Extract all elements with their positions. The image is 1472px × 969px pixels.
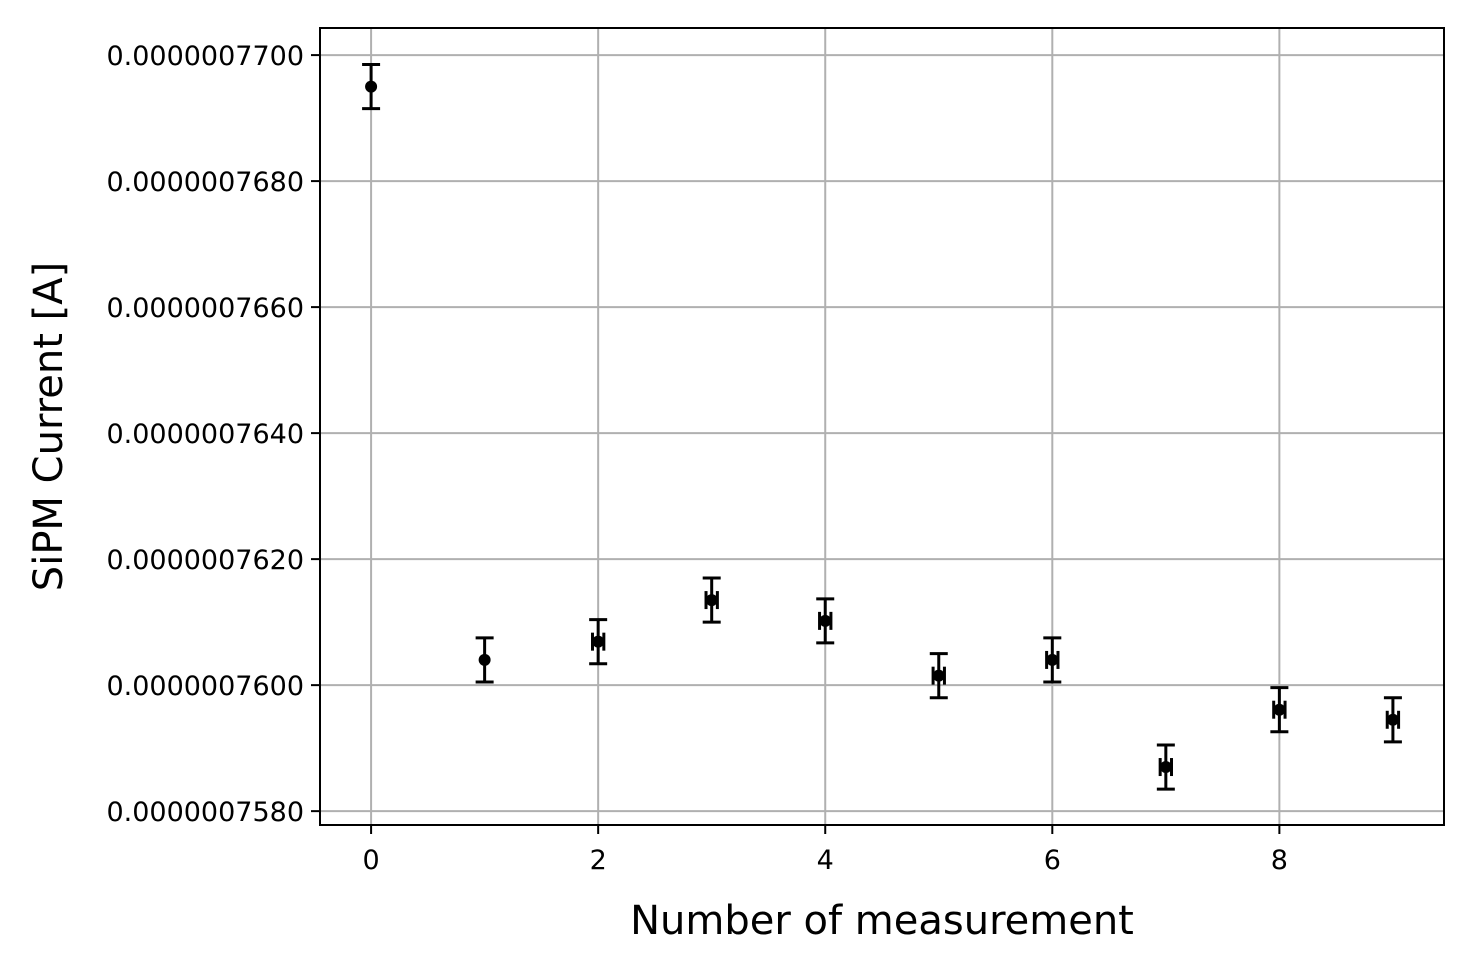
data-point — [1273, 703, 1286, 716]
data-point-group — [929, 652, 948, 700]
x-axis-ticks: 0 2 4 6 8 — [362, 825, 1288, 876]
y-tick-label: 0.0000007700 — [106, 41, 304, 72]
data-point-group — [1270, 686, 1289, 734]
data-point-group — [1383, 696, 1402, 744]
data-point — [478, 653, 491, 666]
y-tick-label: 0.0000007660 — [106, 293, 304, 324]
y-tick-label: 0.0000007600 — [106, 671, 304, 702]
data-point-group — [589, 618, 608, 666]
grid-lines — [320, 28, 1444, 825]
data-point-group — [816, 597, 835, 645]
plot-area-frame — [319, 27, 1445, 826]
data-point — [1046, 653, 1059, 666]
x-tick-label: 0 — [362, 845, 379, 876]
y-tick-label: 0.0000007680 — [106, 167, 304, 198]
data-point-group — [362, 63, 381, 111]
data-point — [932, 669, 945, 682]
data-point-group — [1043, 636, 1062, 684]
x-tick-label: 2 — [590, 845, 607, 876]
y-axis-title: SiPM Current [A] — [26, 262, 72, 591]
x-tick-label: 6 — [1044, 845, 1061, 876]
x-axis-title: Number of measurement — [630, 898, 1134, 944]
data-point-group — [702, 576, 721, 624]
data-point — [705, 594, 718, 607]
y-tick-label: 0.0000007580 — [106, 797, 304, 828]
data-series — [362, 63, 1402, 791]
data-point — [819, 614, 832, 627]
x-tick-label: 8 — [1271, 845, 1288, 876]
data-point — [365, 80, 378, 93]
y-tick-label: 0.0000007640 — [106, 419, 304, 450]
data-point — [1159, 761, 1172, 774]
y-axis-ticks: 0.0000007580 0.0000007600 0.0000007620 0.00… — [106, 41, 320, 828]
data-point-group — [475, 636, 494, 684]
data-point-group — [1156, 743, 1175, 791]
y-tick-label: 0.0000007620 — [106, 545, 304, 576]
data-point — [592, 635, 605, 648]
data-point — [1386, 713, 1399, 726]
x-tick-label: 4 — [817, 845, 834, 876]
